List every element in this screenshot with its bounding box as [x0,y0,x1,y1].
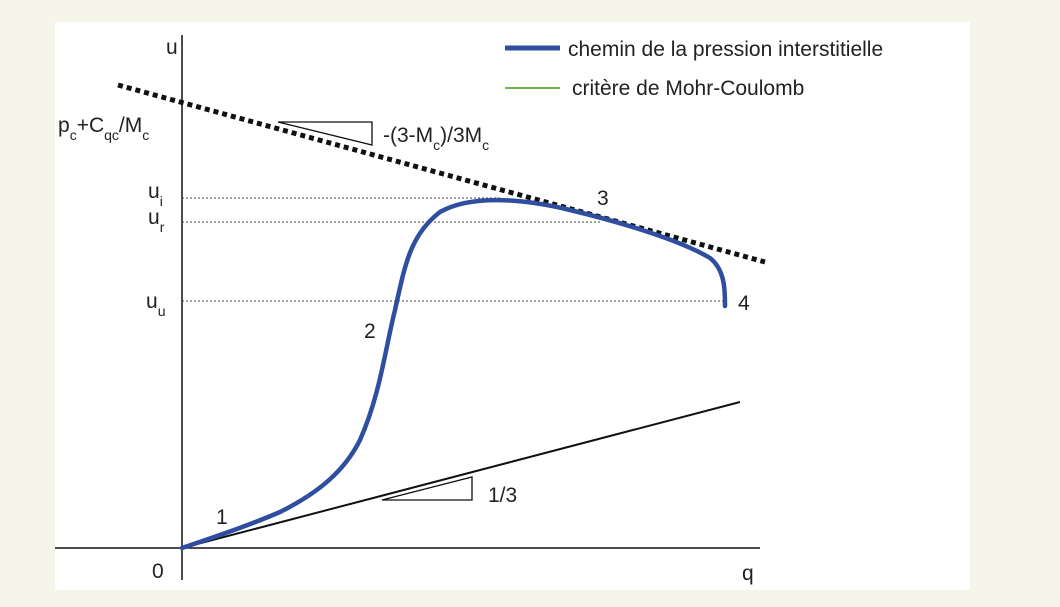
subscript: c [70,127,77,143]
subscript: r [160,219,165,235]
slope-label: -(3-Mc)/3Mc [383,124,489,153]
text-part: -(3-M [383,124,433,147]
text-part: u [148,206,160,229]
intercept-label: pc+Cqc/Mc [58,114,149,143]
stage-label: 2 [364,320,376,343]
panel [55,22,970,590]
text-part: +C [77,114,104,137]
slope-label: 1/3 [488,484,517,507]
level-label: uu [146,290,165,319]
subscript: c [482,137,489,153]
slope-triangle [381,476,473,501]
stage-label: 4 [738,292,750,315]
text-part: p [58,114,70,137]
text-part: u [146,290,158,313]
stage-label: 1 [216,506,228,529]
subscript: i [160,193,163,209]
subscript: c [142,127,149,143]
stage-label: 3 [597,187,609,210]
level-label: ur [148,206,165,235]
slope-triangle [277,121,373,146]
text-part: )/3M [440,124,482,147]
mohr-coulomb-line [117,82,766,265]
subscript: c [433,137,440,153]
legend-label: critère de Mohr-Coulomb [572,77,804,100]
pore-pressure-path [179,197,728,551]
subscript: qc [104,127,119,143]
axis-label: q [742,562,754,585]
total-stress-line [181,401,741,549]
origin-label: 0 [152,560,164,583]
level-label: ui [148,180,163,209]
text-part: /M [119,114,142,137]
axis-label: u [166,36,178,59]
text-part: u [148,180,160,203]
subscript: u [158,303,166,319]
legend-label: chemin de la pression interstitielle [568,38,883,61]
